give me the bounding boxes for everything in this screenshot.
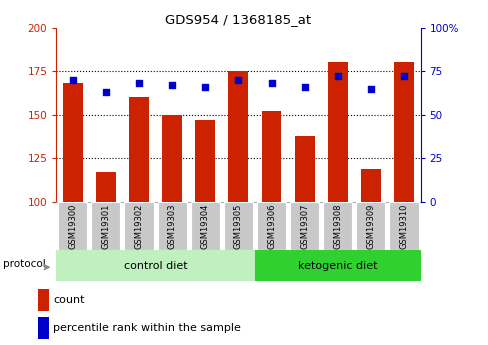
Bar [38, 289, 49, 311]
Point [333, 73, 341, 79]
Point [168, 82, 176, 88]
Point [135, 81, 142, 86]
Bar [162, 115, 182, 202]
Bar [195, 120, 215, 202]
Bar [393, 62, 413, 202]
Text: GSM19308: GSM19308 [332, 203, 342, 249]
Point [69, 77, 77, 83]
Bar [96, 172, 116, 202]
Text: control diet: control diet [123, 261, 187, 270]
Bar [294, 136, 314, 202]
Bar [58, 202, 87, 250]
Point [267, 81, 275, 86]
Text: GSM19307: GSM19307 [300, 203, 308, 249]
Text: GSM19309: GSM19309 [366, 203, 375, 249]
Bar [91, 202, 120, 250]
Bar [327, 62, 347, 202]
Bar [63, 83, 82, 202]
Bar [388, 202, 418, 250]
Bar [254, 250, 420, 281]
Bar [56, 250, 254, 281]
Text: GSM19301: GSM19301 [101, 203, 110, 249]
Text: ketogenic diet: ketogenic diet [297, 261, 377, 270]
Text: protocol: protocol [3, 259, 45, 269]
Point [201, 84, 209, 90]
Text: GSM19304: GSM19304 [201, 203, 209, 249]
Text: count: count [53, 295, 84, 305]
Title: GDS954 / 1368185_at: GDS954 / 1368185_at [165, 13, 311, 27]
Bar [129, 97, 149, 202]
Point [366, 86, 374, 91]
Bar [124, 202, 153, 250]
Bar [289, 202, 319, 250]
Bar [157, 202, 186, 250]
Bar [356, 202, 385, 250]
Text: GSM19302: GSM19302 [134, 203, 143, 249]
Text: GSM19303: GSM19303 [167, 203, 176, 249]
Bar [38, 317, 49, 339]
Text: GSM19306: GSM19306 [266, 203, 275, 249]
Text: GSM19310: GSM19310 [399, 203, 407, 249]
Text: GSM19300: GSM19300 [68, 203, 77, 249]
Point [234, 77, 242, 83]
Text: percentile rank within the sample: percentile rank within the sample [53, 323, 241, 333]
Bar [228, 71, 248, 202]
Point [102, 89, 110, 95]
Bar [323, 202, 351, 250]
Point [300, 84, 308, 90]
Bar [360, 169, 380, 202]
Bar [261, 111, 281, 202]
Bar [224, 202, 252, 250]
Text: GSM19305: GSM19305 [233, 203, 243, 249]
Bar [190, 202, 220, 250]
Bar [256, 202, 285, 250]
Point [399, 73, 407, 79]
